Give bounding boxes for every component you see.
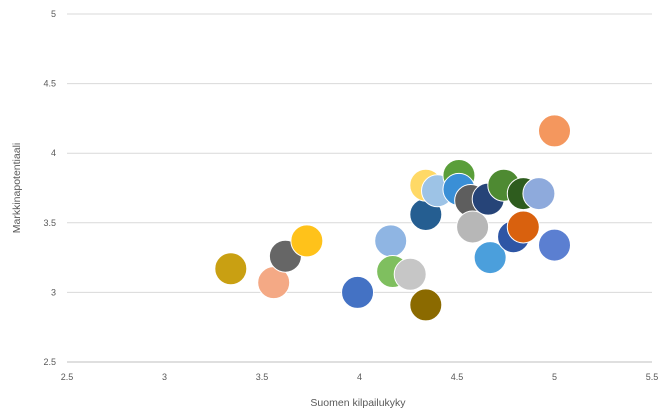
data-point-bubble bbox=[522, 177, 556, 211]
data-point-bubble bbox=[456, 210, 490, 244]
gridlines bbox=[67, 13, 652, 363]
x-tick-label: 4 bbox=[357, 372, 362, 382]
y-axis-title: Markkinapotentiaali bbox=[11, 143, 23, 233]
x-tick-label: 5 bbox=[552, 372, 557, 382]
y-tick-label: 3 bbox=[51, 287, 56, 297]
x-axis-title: Suomen kilpailukyky bbox=[310, 397, 406, 409]
data-point-bubble bbox=[506, 210, 540, 244]
y-tick-label: 3.5 bbox=[43, 218, 56, 228]
data-point-bubble bbox=[538, 114, 571, 148]
data-point-bubble bbox=[409, 288, 443, 322]
data-point-bubble bbox=[290, 224, 324, 258]
data-point-bubble bbox=[214, 252, 248, 286]
data-point-bubble bbox=[393, 257, 427, 291]
y-tick-labels: 2.5 3 3.5 4 4.5 5 bbox=[43, 9, 56, 367]
data-point-bubble bbox=[473, 241, 507, 275]
y-tick-label: 4.5 bbox=[43, 79, 56, 89]
data-points bbox=[214, 114, 571, 322]
x-tick-label: 4.5 bbox=[451, 372, 464, 382]
x-tick-label: 3.5 bbox=[256, 372, 269, 382]
data-point-bubble bbox=[538, 228, 571, 262]
y-tick-label: 4 bbox=[51, 148, 56, 158]
y-tick-label: 2.5 bbox=[43, 357, 56, 367]
data-point-bubble bbox=[341, 275, 375, 309]
x-tick-label: 5.5 bbox=[646, 372, 659, 382]
x-tick-labels: 2.5 3 3.5 4 4.5 5 5.5 bbox=[61, 372, 659, 382]
data-point-bubble bbox=[374, 224, 408, 258]
x-tick-label: 3 bbox=[162, 372, 167, 382]
y-tick-label: 5 bbox=[51, 9, 56, 19]
x-tick-label: 2.5 bbox=[61, 372, 74, 382]
